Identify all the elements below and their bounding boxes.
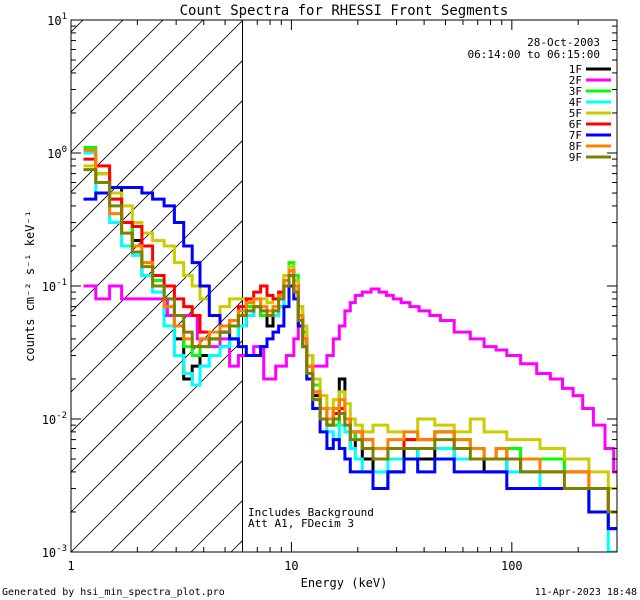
hatch-line [351,0,640,552]
legend-label-2F: 2F [569,74,582,87]
legend-label-3F: 3F [569,85,582,98]
series-5F [83,164,617,490]
time-range-text: 06:14:00 to 06:15:00 [468,48,600,61]
y-tick-label: 10-2 [42,411,67,427]
hatch-line [71,99,243,273]
hatch-line [71,379,243,552]
x-tick-label: 1 [67,559,74,573]
series-9F [83,168,617,514]
y-axis-ticks: 101 100 10-1 10-2 10-3 [42,12,617,560]
hatch-line [71,20,243,193]
y-tick-label: 10-1 [42,278,67,294]
hatch-line [150,459,243,552]
date-text: 28-Oct-2003 [527,36,600,49]
attenuator-hatch-region [0,0,640,552]
x-tick-label: 10 [284,559,298,573]
y-tick-label: 10-3 [42,544,67,560]
hatch-line [0,0,111,552]
legend-label-9F: 9F [569,151,582,164]
hatch-line [110,419,243,552]
y-tick-label: 100 [47,145,67,161]
hatch-line [71,219,243,393]
legend-label-5F: 5F [569,107,582,120]
chart-title: Count Spectra for RHESSI Front Segments [180,3,509,19]
hatch-line [71,299,243,473]
hatch-line [391,0,640,552]
footer-generated-by: Generated by hsi_min_spectra_plot.pro [2,587,225,598]
hatch-line [71,179,243,353]
x-axis-ticks: 1 10 100 [67,20,618,573]
hatch-line [311,0,640,552]
y-tick-label: 101 [47,12,67,28]
hatch-line [71,139,243,313]
hatch-line [71,20,164,113]
legend-label-6F: 6F [569,118,582,131]
series-4F [83,151,617,552]
footer-timestamp: 11-Apr-2023 18:48 [535,587,637,598]
hatch-line [71,20,124,73]
legend-label-1F: 1F [569,63,582,76]
y-axis-label: counts cm⁻² s⁻¹ keV⁻¹ [23,210,37,362]
legend-label-8F: 8F [569,140,582,153]
hatch-line [71,339,243,513]
legend-label-4F: 4F [569,96,582,109]
legend-label-7F: 7F [569,129,582,142]
hatch-line [71,20,204,153]
annotation-attenuator: Att A1, FDecim 3 [248,517,354,530]
hatch-line [71,259,243,433]
x-tick-label: 100 [501,559,523,573]
hatch-line [591,0,640,552]
spectra-series [83,146,617,552]
x-axis-label: Energy (keV) [301,576,388,590]
hatch-line [431,0,640,552]
annotation-background: Includes Background [248,506,374,519]
